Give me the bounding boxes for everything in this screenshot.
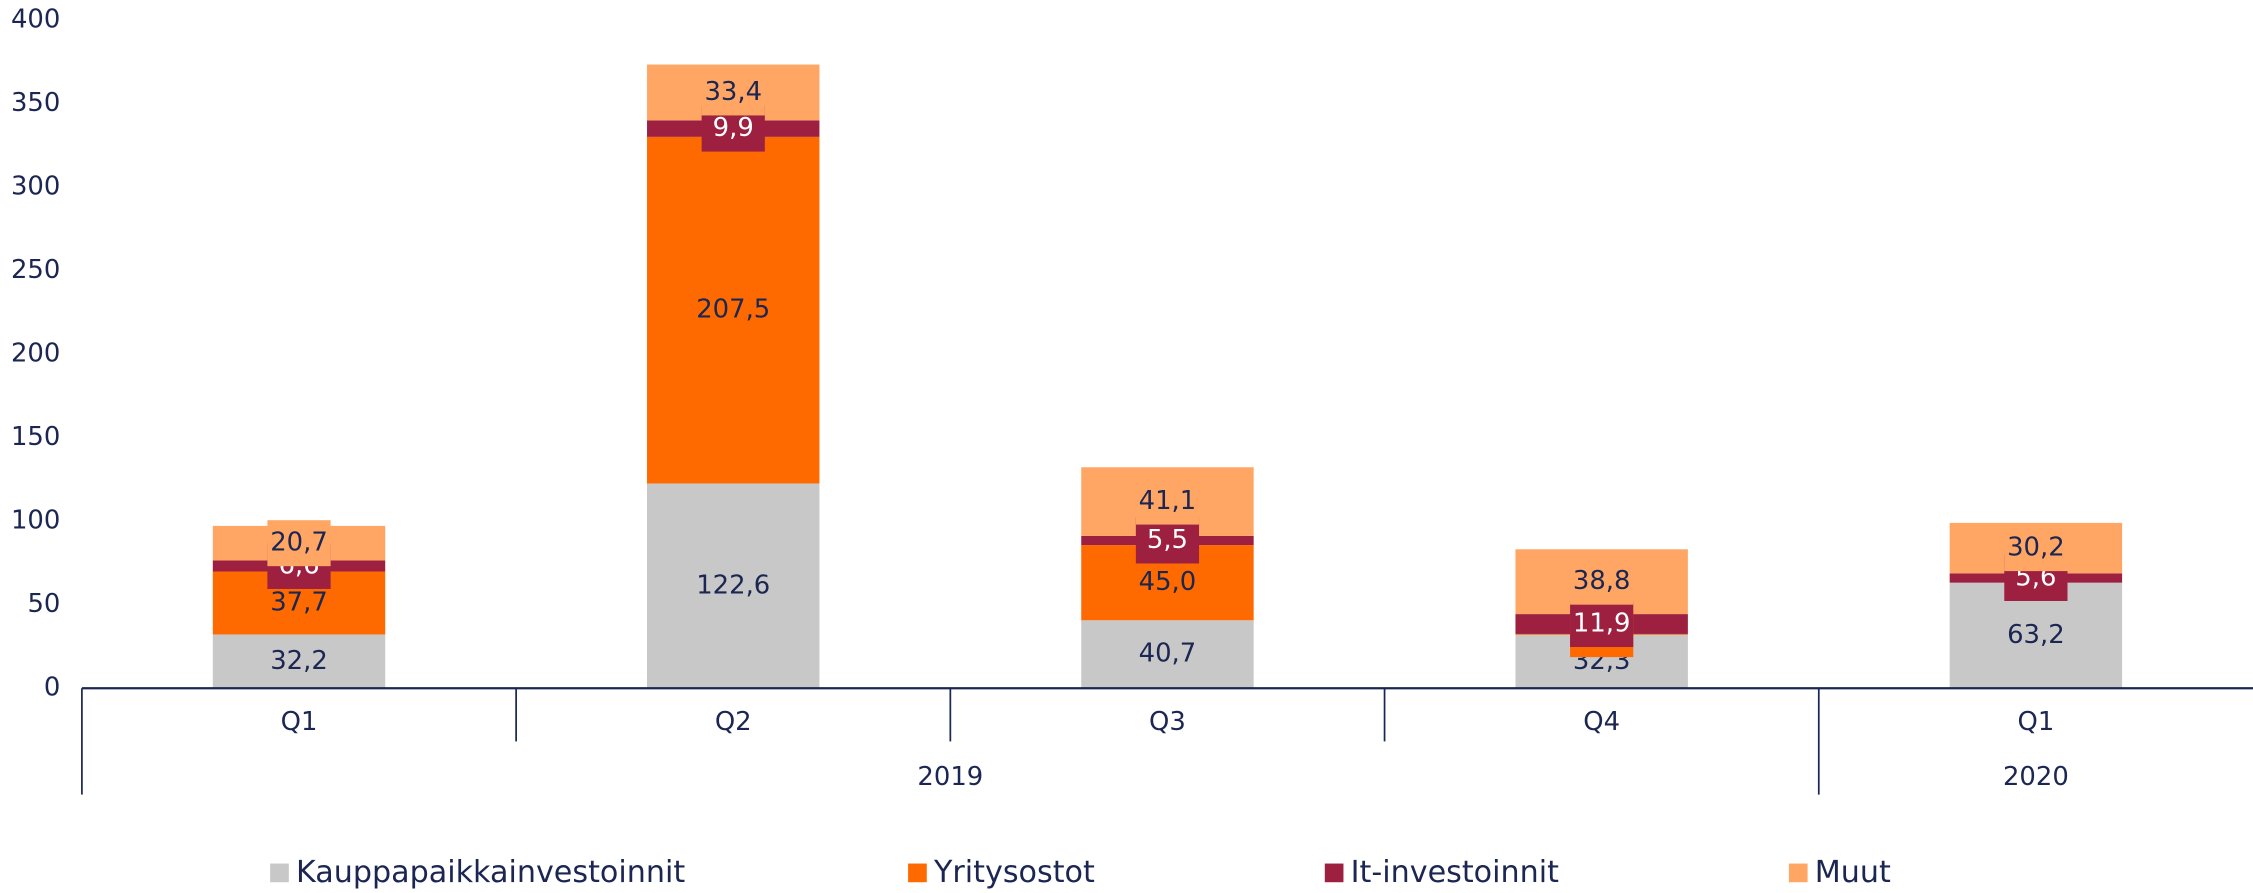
bar-segment [647,483,820,689]
data-label: 32,2 [270,646,328,676]
data-label: 9,9 [713,113,754,143]
data-label: 30,2 [2007,533,2065,563]
legend-swatch [908,863,927,883]
bar-segment [212,634,386,689]
label-box [1135,517,1200,564]
x-tick-label: Q1 [281,707,318,737]
data-label: 33,4 [704,77,762,107]
label-box [701,69,765,116]
x-tick-label: Q4 [1583,707,1620,737]
data-label: 63,2 [2007,620,2065,650]
legend-swatch [1324,863,1344,883]
legend-swatch [1788,863,1808,883]
bar-segment [1081,620,1254,689]
group-label: 2019 [917,762,983,792]
data-label: 38,8 [1573,566,1631,596]
data-label: 40,7 [1139,639,1197,669]
label-box [701,287,765,334]
y-tick-label: 350 [11,88,60,118]
data-label: 5,5 [1147,525,1188,555]
y-tick-label: 50 [27,589,60,619]
y-tick-label: 400 [11,5,60,35]
data-label: 207,5 [696,295,770,325]
label-box [267,520,331,567]
data-label: 11,9 [1573,609,1631,639]
label-box [2004,525,2068,572]
y-tick-label: 150 [11,422,60,452]
legend-label: Yritysostot [933,855,1095,890]
label-box [1570,601,1634,648]
label-box [1570,558,1634,605]
data-label: 45,0 [1139,567,1197,597]
legend-label: It-investoinnit [1351,855,1559,890]
group-label: 2020 [2003,762,2069,792]
label-box [1135,559,1200,606]
y-tick-label: 300 [11,172,60,202]
data-label: 20,7 [270,528,328,558]
y-tick-label: 250 [11,255,60,285]
data-label: 41,1 [1139,486,1197,516]
label-box [1135,478,1200,525]
data-label: 37,7 [270,587,328,617]
x-tick-label: Q2 [715,707,752,737]
y-tick-label: 0 [44,673,60,703]
legend-swatch [270,863,289,883]
legend-label: Muut [1815,855,1891,890]
legend-label: Kauppapaikkainvestoinnit [296,855,685,890]
x-tick-label: Q1 [2017,707,2054,737]
data-label: 122,6 [696,570,770,600]
y-tick-label: 200 [11,339,60,369]
y-tick-label: 100 [11,506,60,536]
x-tick-label: Q3 [1149,707,1186,737]
